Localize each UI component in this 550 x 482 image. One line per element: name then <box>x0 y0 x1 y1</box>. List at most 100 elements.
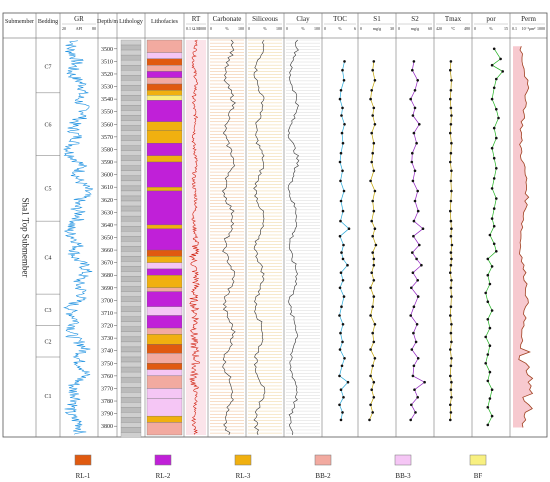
s2-point <box>409 418 413 422</box>
scale-min-rt: 0.1 <box>186 26 191 31</box>
scale-unit-carbonate: % <box>225 26 229 31</box>
s1-point <box>370 271 374 275</box>
lithology-block <box>120 266 142 272</box>
s1-point <box>370 131 374 135</box>
legend-swatch-bf <box>469 454 487 466</box>
por-point <box>486 273 490 277</box>
lithology-block <box>120 271 142 277</box>
por-point <box>490 217 494 220</box>
tmax-point <box>449 411 453 414</box>
s2-point <box>409 314 413 317</box>
por-point <box>492 242 496 246</box>
lithofacies-layer <box>146 83 183 91</box>
toc-point <box>342 396 345 399</box>
por-point <box>486 318 490 321</box>
lithofacies-layer <box>146 262 183 270</box>
s1-point <box>372 60 376 63</box>
por-point <box>495 250 498 253</box>
tmax-point <box>449 418 452 422</box>
s2-point <box>411 374 415 378</box>
column-title-s2: S2 <box>411 15 419 23</box>
column-title-rt: RT <box>192 15 201 23</box>
s2-point <box>415 257 418 261</box>
lithology-block <box>120 100 142 106</box>
lithology-block <box>120 59 142 66</box>
tmax-point <box>449 131 452 135</box>
lithofacies-layer <box>146 363 183 370</box>
s1-point <box>372 380 376 384</box>
lithology-block <box>120 95 142 101</box>
lithofacies-layer <box>146 58 183 66</box>
depth-label: 3650 <box>101 236 113 242</box>
toc-point <box>342 79 346 82</box>
depth-label: 3700 <box>101 298 113 304</box>
por-point <box>490 63 494 67</box>
lithology-block <box>120 321 142 327</box>
lithofacies-layer <box>146 121 183 131</box>
lithology-block <box>120 402 142 408</box>
lithology-block <box>120 215 142 222</box>
toc-point <box>340 131 344 135</box>
tmax-point <box>450 169 453 173</box>
toc-point <box>339 219 342 223</box>
lithology-block <box>120 210 142 217</box>
legend-swatch-rl-2 <box>154 454 172 466</box>
s2-point <box>421 227 425 230</box>
bedding-label: C4 <box>44 256 51 262</box>
por-point <box>484 335 488 339</box>
toc-point <box>341 323 345 326</box>
tmax-point <box>450 227 453 230</box>
tmax-point <box>449 374 452 378</box>
scale-max-s2: 60 <box>428 26 432 31</box>
s2-point <box>412 60 416 63</box>
s2-point <box>412 234 415 238</box>
lithofacies-layer <box>146 369 183 377</box>
scale-min-tmax: 420 <box>436 26 442 31</box>
s2-point <box>416 295 420 298</box>
lithology-block <box>120 205 142 212</box>
tmax-point <box>449 68 452 72</box>
por-point <box>490 414 494 418</box>
por-point <box>488 326 492 330</box>
s2-point <box>414 411 417 414</box>
lithofacies-layer <box>146 353 183 364</box>
por-point <box>488 344 492 348</box>
scale-max-clay: 100 <box>314 26 320 31</box>
lithology-block <box>120 422 142 428</box>
s2-point <box>410 348 414 351</box>
scale-unit-siliceous: % <box>263 26 267 31</box>
column-title-s1: S1 <box>373 15 381 23</box>
s2-point <box>416 209 420 213</box>
por-point <box>486 379 490 383</box>
toc-point <box>339 89 343 92</box>
lithology-block <box>120 125 142 131</box>
s2-point <box>415 323 419 326</box>
toc-point <box>338 403 341 407</box>
depth-label: 3620 <box>101 198 113 204</box>
tmax-point <box>450 323 453 326</box>
s2-point <box>410 286 413 290</box>
toc-point <box>346 380 350 384</box>
lithology-block <box>120 366 142 373</box>
column-title-bedding: Bedding <box>38 19 58 25</box>
s1-point <box>369 97 372 101</box>
s1-point <box>369 314 372 317</box>
scale-min-s1: 0 <box>360 26 362 31</box>
lithology-block <box>120 341 142 348</box>
tmax-point <box>449 151 453 155</box>
column-title-por: por <box>486 15 496 23</box>
lithology-block <box>120 200 142 207</box>
s1-point <box>369 179 372 183</box>
lithology-block <box>120 301 142 307</box>
toc-point <box>340 251 343 254</box>
lithology-block <box>120 382 142 388</box>
toc-point <box>339 331 342 335</box>
por-line <box>485 48 504 426</box>
column-title-lithology: Lithology <box>119 19 143 25</box>
toc-point <box>341 257 345 261</box>
toc-point <box>343 123 346 126</box>
scale-min-toc: 0 <box>324 26 326 31</box>
por-point <box>486 353 490 356</box>
por-point <box>490 309 494 312</box>
